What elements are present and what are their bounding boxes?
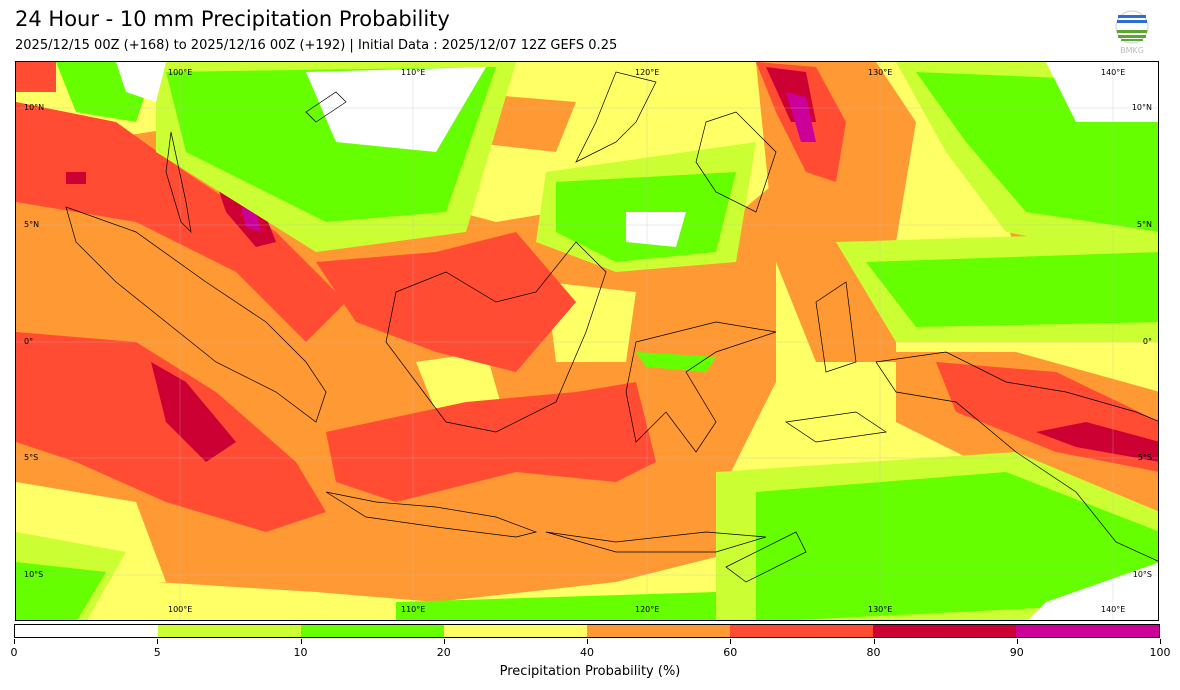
lon-label-bottom: 100°E bbox=[168, 605, 193, 614]
lon-label-top: 110°E bbox=[401, 68, 426, 77]
colorbar-segment bbox=[730, 625, 873, 637]
lon-label-bottom: 140°E bbox=[1101, 605, 1126, 614]
colorbar-tick bbox=[730, 639, 732, 644]
probability-field bbox=[16, 62, 1158, 620]
colorbar-tick-label: 60 bbox=[723, 646, 738, 659]
probability-map: 100°E 110°E 120°E 130°E 140°E 100°E 110°… bbox=[15, 61, 1159, 621]
colorbar-tick bbox=[300, 639, 302, 644]
lat-label-right: 10°S bbox=[1132, 570, 1152, 579]
colorbar-tick bbox=[443, 639, 445, 644]
colorbar-title: Precipitation Probability (%) bbox=[499, 664, 681, 679]
svg-text:BMKG: BMKG bbox=[1120, 46, 1144, 55]
chart-title: 24 Hour - 10 mm Precipitation Probabilit… bbox=[15, 7, 450, 31]
colorbar-tick-label: 90 bbox=[1009, 646, 1024, 659]
chart-subtitle: 2025/12/15 00Z (+168) to 2025/12/16 00Z … bbox=[15, 38, 618, 53]
colorbar-segment bbox=[1016, 625, 1159, 637]
colorbar-segment bbox=[15, 625, 158, 637]
colorbar-segment bbox=[444, 625, 587, 637]
lat-label-left: 10°S bbox=[24, 570, 44, 579]
colorbar-segment bbox=[301, 625, 444, 637]
lon-label-top: 130°E bbox=[868, 68, 893, 77]
red-areas bbox=[16, 62, 1158, 532]
colorbar-tick-label: 0 bbox=[10, 646, 18, 659]
lat-label-right: 5°S bbox=[1137, 453, 1152, 462]
colorbar-tick-label: 20 bbox=[436, 646, 451, 659]
colorbar-tick-label: 40 bbox=[580, 646, 594, 659]
lat-label-left: 5°S bbox=[24, 453, 39, 462]
colorbar-segment bbox=[587, 625, 730, 637]
lon-label-bottom: 110°E bbox=[401, 605, 426, 614]
lon-label-bottom: 120°E bbox=[635, 605, 660, 614]
lat-label-left: 10°N bbox=[24, 103, 45, 112]
colorbar-tick bbox=[157, 639, 159, 644]
lat-label-right: 0° bbox=[1142, 337, 1152, 346]
colorbar-tick bbox=[14, 639, 15, 644]
lon-label-top: 140°E bbox=[1101, 68, 1126, 77]
white-areas bbox=[116, 62, 1158, 620]
colorbar-segment bbox=[873, 625, 1016, 637]
lon-label-top: 120°E bbox=[635, 68, 660, 77]
colorbar-tick bbox=[1160, 639, 1161, 644]
gridlines bbox=[16, 62, 1158, 620]
colorbar-tick-label: 80 bbox=[866, 646, 881, 659]
colorbar bbox=[14, 624, 1160, 638]
colorbar-tick bbox=[873, 639, 875, 644]
colorbar-tick-label: 100 bbox=[1149, 646, 1171, 659]
colorbar-tick-label: 5 bbox=[153, 646, 161, 659]
colorbar-segment bbox=[158, 625, 301, 637]
lat-label-right: 5°N bbox=[1136, 220, 1152, 229]
lon-label-bottom: 130°E bbox=[868, 605, 893, 614]
lat-label-left: 5°N bbox=[24, 220, 40, 229]
bmkg-logo: BMKG bbox=[1114, 10, 1150, 56]
lat-label-right: 10°N bbox=[1131, 103, 1152, 112]
coastlines bbox=[65, 71, 1158, 583]
lon-label-top: 100°E bbox=[168, 68, 193, 77]
colorbar-tick-label: 10 bbox=[293, 646, 308, 659]
colorbar-tick bbox=[587, 639, 588, 644]
colorbar-tick bbox=[1016, 639, 1018, 644]
lat-label-left: 0° bbox=[24, 337, 34, 346]
